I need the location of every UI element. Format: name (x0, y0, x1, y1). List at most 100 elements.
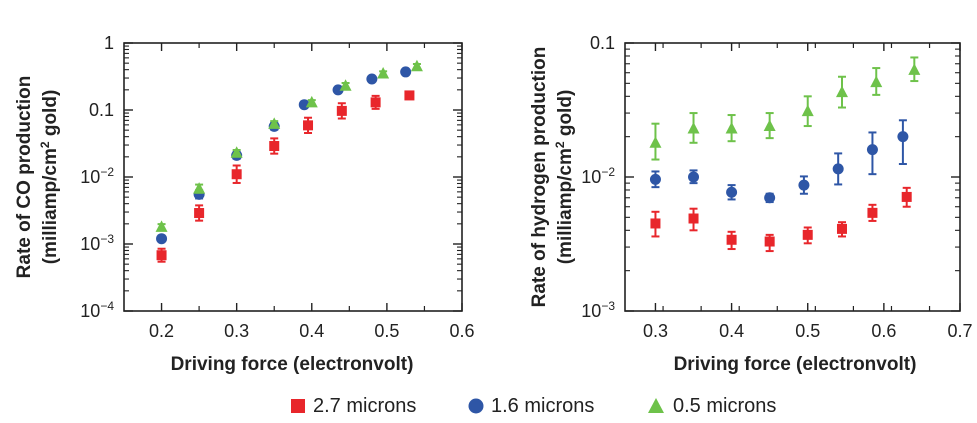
y-axis-label: Rate of CO production (14, 76, 35, 279)
data-point-triangle (230, 146, 243, 158)
data-point-square (269, 141, 280, 152)
series-1.6-microns (649, 119, 909, 204)
data-point-square (867, 207, 878, 218)
tick-marks (625, 42, 961, 312)
data-point-triangle (339, 79, 352, 91)
data-point-circle (726, 186, 738, 198)
x-tick-labels: 0.2 0.3 0.4 0.5 0.6 (149, 321, 474, 341)
data-point-square (650, 218, 661, 229)
legend-triangle-marker (648, 398, 664, 413)
data-point-triangle (155, 220, 168, 232)
legend-label-2.7-microns: 2.7 microns (313, 395, 416, 417)
y-axis-label-units: (milliamp/cm2 gold) (38, 90, 61, 265)
data-point-triangle (193, 182, 206, 194)
x-tick-labels: 0.3 0.4 0.5 0.6 0.7 (643, 321, 973, 341)
data-point-triangle (305, 95, 318, 108)
data-point-square (688, 213, 699, 224)
data-point-triangle (870, 75, 883, 88)
data-point-circle (156, 233, 168, 245)
x-tick-label: 0.4 (719, 321, 744, 341)
units-text: (milliamp/cm (40, 148, 61, 264)
y-tick-label: 10−2 (581, 165, 615, 187)
x-tick-label: 0.4 (299, 321, 324, 341)
units-text-end: gold) (40, 90, 61, 142)
y-tick-label: 10−3 (80, 232, 114, 254)
y-axis-label-units: (milliamp/cm2 gold) (553, 90, 576, 265)
data-point-circle (798, 179, 810, 191)
data-point-square (802, 229, 813, 240)
data-point-square (726, 234, 737, 245)
data-point-circle (332, 84, 344, 96)
data-point-square (370, 97, 381, 108)
x-tick-label: 0.6 (871, 321, 896, 341)
data-point-square (764, 236, 775, 247)
legend: 2.7 microns 1.6 microns 0.5 microns (291, 395, 776, 417)
y-tick-label: 10−4 (80, 299, 114, 321)
data-point-circle (366, 73, 378, 85)
data-point-circle (832, 163, 844, 175)
plot-frame (123, 42, 463, 312)
co-production-panel: 0.2 0.3 0.4 0.5 0.6 1 0.1 10−2 10−3 10−4 Driving… (14, 33, 475, 375)
x-tick-label: 0.2 (149, 321, 174, 341)
y-tick-labels: 1 0.1 10−2 10−3 10−4 (80, 33, 114, 321)
legend-square-marker (291, 399, 305, 413)
data-point-square (901, 191, 912, 202)
data-point-triangle (268, 117, 281, 129)
data-point-triangle (410, 59, 423, 72)
x-tick-label: 0.5 (795, 321, 820, 341)
data-point-circle (298, 99, 310, 111)
data-point-circle (400, 66, 412, 78)
data-point-triangle (835, 85, 848, 98)
x-tick-label: 0.3 (643, 321, 668, 341)
y-tick-label: 0.1 (590, 33, 615, 53)
x-axis-label: Driving force (electronvolt) (171, 354, 414, 375)
hydrogen-production-panel: 0.3 0.4 0.5 0.6 0.7 0.1 10−2 10−3 Driving forc… (529, 33, 973, 375)
legend-label-1.6-microns: 1.6 microns (491, 395, 594, 417)
data-point-triangle (763, 119, 776, 132)
data-point-square (303, 120, 314, 131)
x-tick-label: 0.6 (449, 321, 474, 341)
data-point-circle (649, 173, 661, 185)
y-tick-label: 10−2 (80, 165, 114, 187)
y-tick-label: 10−3 (581, 299, 615, 321)
data-point-triangle (801, 104, 814, 117)
plot-frame (624, 42, 961, 312)
legend-circle-marker (468, 398, 484, 414)
data-point-circle (688, 171, 700, 183)
units-superscript: 2 (553, 141, 567, 148)
data-point-triangle (908, 63, 921, 75)
tick-marks (124, 42, 463, 312)
x-tick-label: 0.7 (947, 321, 972, 341)
series-2.7-microns (650, 186, 912, 253)
series-0.5-microns (649, 56, 921, 161)
series-1.6-microns (156, 66, 412, 245)
x-tick-label: 0.3 (224, 321, 249, 341)
data-points (155, 59, 423, 263)
data-point-triangle (377, 67, 390, 79)
data-point-circle (764, 192, 776, 204)
data-points (649, 56, 921, 253)
data-point-square (231, 169, 242, 180)
data-point-square (336, 105, 347, 116)
x-axis-label: Driving force (electronvolt) (674, 354, 917, 375)
data-point-circle (897, 131, 909, 143)
units-text-end: gold) (555, 90, 576, 142)
data-point-square (836, 223, 847, 234)
y-tick-label: 0.1 (89, 100, 114, 120)
y-axis-label: Rate of hydrogen production (529, 47, 550, 308)
series-0.5-microns (155, 59, 423, 232)
x-tick-label: 0.5 (374, 321, 399, 341)
series-2.7-microns (156, 90, 415, 263)
units-text: (milliamp/cm (555, 148, 576, 264)
legend-label-0.5-microns: 0.5 microns (673, 395, 776, 417)
y-tick-label: 1 (104, 33, 114, 53)
data-point-triangle (687, 122, 700, 134)
data-point-square (194, 208, 205, 219)
data-point-triangle (725, 122, 738, 134)
data-point-square (404, 90, 415, 101)
units-superscript: 2 (38, 141, 52, 148)
data-point-square (156, 250, 167, 261)
y-tick-labels: 0.1 10−2 10−3 (581, 33, 615, 321)
data-point-triangle (649, 136, 662, 148)
